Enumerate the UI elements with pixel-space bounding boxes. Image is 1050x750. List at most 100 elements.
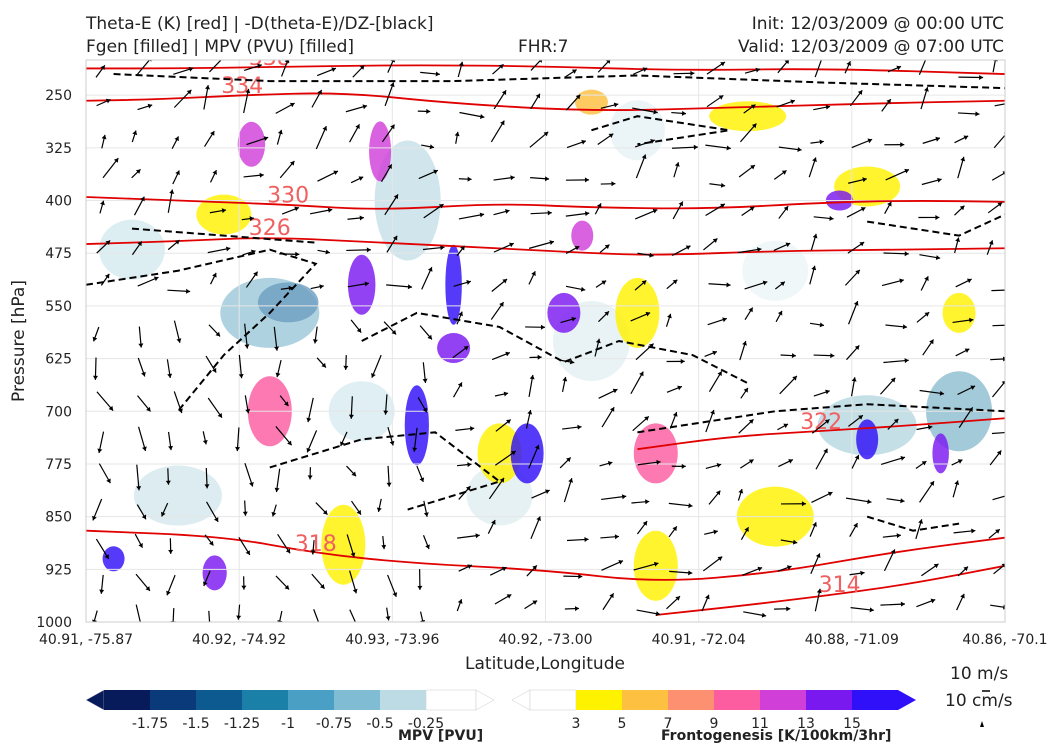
wind-vector-head xyxy=(458,311,463,317)
wind-vector xyxy=(208,610,211,622)
wind-vector-head xyxy=(611,181,616,187)
wind-vector-head xyxy=(104,273,110,279)
theta-e-contour xyxy=(655,564,1005,616)
wind-vector-head xyxy=(783,423,789,429)
wind-vector-head xyxy=(783,206,789,211)
stability-contour xyxy=(866,515,960,532)
stability-contour xyxy=(591,115,730,146)
wind-vector-head xyxy=(963,566,969,572)
wind-vector-head xyxy=(532,565,537,571)
wind-vector-head xyxy=(392,235,398,241)
wind-vector-head xyxy=(899,278,904,284)
theta-e-contour xyxy=(86,529,1005,581)
wind-vector-head xyxy=(491,520,496,525)
field-shading-patch xyxy=(466,465,533,526)
wind-vector-head xyxy=(653,561,659,567)
wind-vector-head xyxy=(221,208,227,214)
wind-vector-head xyxy=(529,374,535,380)
theta-e-contour xyxy=(86,196,1005,210)
wind-vector xyxy=(413,427,418,452)
wind-vector-head xyxy=(333,170,338,176)
wind-vector-head xyxy=(857,90,863,95)
wind-vector-head xyxy=(896,533,901,539)
wind-vector-head xyxy=(823,448,828,454)
wind-vector-head xyxy=(784,60,790,65)
wind-vector-head xyxy=(355,124,360,130)
wind-vector xyxy=(528,240,555,249)
reference-vector-horizontal-label: 10 m/s xyxy=(950,664,1009,684)
wind-vector-head xyxy=(750,104,756,109)
wind-vector-head xyxy=(166,590,171,596)
wind-vector-head xyxy=(350,552,356,558)
wind-vector-head xyxy=(715,490,721,496)
wind-vector-head xyxy=(930,598,936,604)
wind-vector-head xyxy=(957,459,963,464)
wind-vector-head xyxy=(142,446,147,451)
wind-vector xyxy=(384,194,399,216)
wind-vector-head xyxy=(971,528,976,534)
wind-vector-head xyxy=(186,89,192,95)
wind-vector-head xyxy=(722,317,727,323)
field-shading-patch xyxy=(237,121,266,167)
wind-vector-head xyxy=(827,491,833,497)
mpv-colorbar-swatch xyxy=(425,689,477,711)
wind-vector-head xyxy=(407,284,413,290)
wind-vector xyxy=(494,450,517,466)
wind-vector-head xyxy=(717,371,722,377)
wind-vector-head xyxy=(921,461,927,466)
wind-vector xyxy=(993,134,1005,149)
x-tick-label: 40.91, -75.87 xyxy=(39,632,133,648)
wind-vector xyxy=(528,444,540,469)
wind-vector-head xyxy=(954,480,960,486)
fgen-colorbar-tick: 3 xyxy=(572,716,581,732)
wind-vector-head xyxy=(680,358,685,364)
field-shading-patch xyxy=(615,277,660,348)
wind-vector-head xyxy=(963,135,969,140)
wind-vector xyxy=(814,60,822,78)
wind-vector-head xyxy=(469,426,475,432)
wind-vector-head xyxy=(791,353,796,359)
wind-vector xyxy=(992,60,997,73)
wind-vector-head xyxy=(1010,100,1014,105)
stability-contour xyxy=(113,73,1005,90)
wind-vector-head xyxy=(968,407,973,413)
wind-vector-head xyxy=(509,242,514,248)
wind-vector-head xyxy=(904,358,909,364)
wind-vector xyxy=(458,213,485,220)
wind-vector-head xyxy=(141,514,147,520)
wind-vector-head xyxy=(295,251,300,257)
fgen-colorbar-swatch xyxy=(668,690,714,710)
wind-vector-head xyxy=(574,246,580,251)
wind-vector-head xyxy=(690,70,695,76)
wind-vector-head xyxy=(964,348,970,353)
wind-vector-head xyxy=(100,65,105,71)
y-tick-label: 625 xyxy=(45,352,72,368)
y-tick-label: 475 xyxy=(45,246,72,262)
wind-vector-head xyxy=(738,488,744,494)
wind-vector-head xyxy=(391,329,397,335)
wind-vector-head xyxy=(720,182,726,188)
wind-vector xyxy=(632,107,658,114)
wind-vector-head xyxy=(104,554,109,559)
wind-vector-head xyxy=(904,168,909,174)
wind-vector-head xyxy=(389,82,395,88)
wind-vector-head xyxy=(855,269,860,275)
wind-vector-head xyxy=(505,351,510,357)
mpv-colorbar-tick: -1 xyxy=(281,716,295,732)
wind-vector-head xyxy=(869,607,874,613)
wind-vector-head xyxy=(939,390,945,396)
wind-vector-head xyxy=(601,280,607,285)
wind-vector-head xyxy=(319,628,324,633)
field-shading-patch xyxy=(510,423,544,484)
wind-vector-head xyxy=(310,550,316,555)
wind-vector-head xyxy=(467,462,472,468)
wind-vector xyxy=(419,611,424,622)
x-tick-label: 40.91, -72.04 xyxy=(652,632,746,648)
wind-vector xyxy=(490,120,505,143)
wind-vector xyxy=(96,391,114,411)
wind-vector-head xyxy=(500,120,505,126)
wind-vector-head xyxy=(867,138,873,144)
wind-vector xyxy=(563,478,573,503)
wind-vector-head xyxy=(815,553,821,559)
wind-vector-head xyxy=(425,544,430,550)
